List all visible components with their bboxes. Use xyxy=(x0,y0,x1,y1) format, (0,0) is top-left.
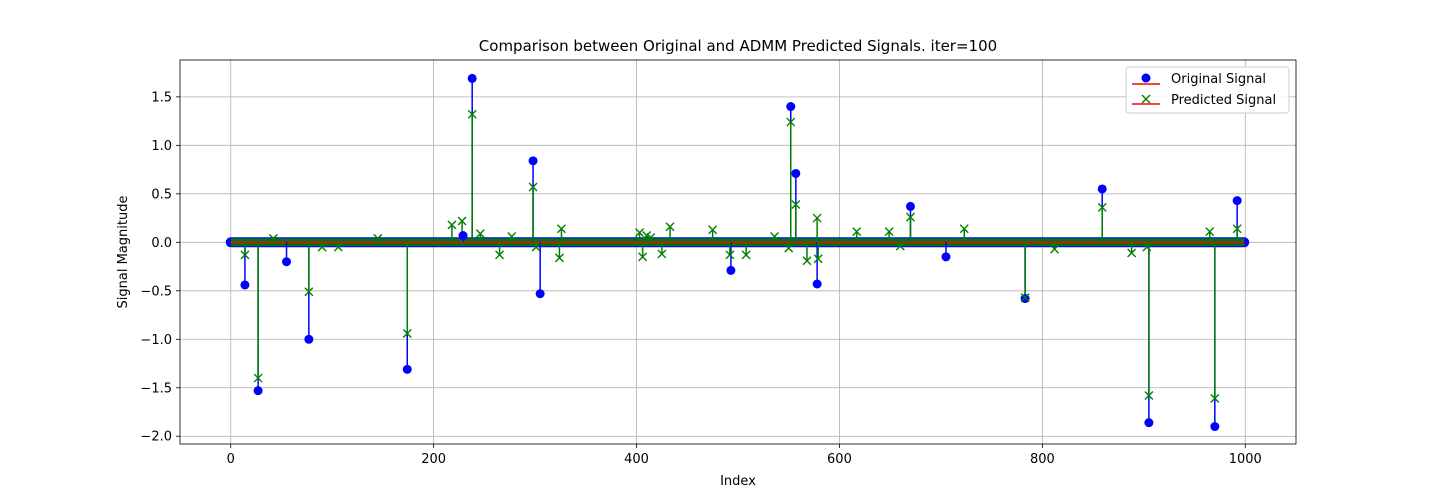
original-point xyxy=(402,364,412,374)
predicted-point xyxy=(556,224,566,234)
x-axis-label: Index xyxy=(720,474,756,489)
predicted-point xyxy=(784,243,794,253)
original-point xyxy=(458,231,468,241)
predicted-point xyxy=(791,199,801,209)
predicted-point xyxy=(852,227,862,237)
legend-original-label: Original Signal xyxy=(1171,72,1266,87)
x-tick-label: 600 xyxy=(827,452,852,467)
predicted-point xyxy=(304,287,314,297)
predicted-point xyxy=(402,328,412,338)
y-axis-ticks: 1.5 1.0 0.5 0.0 −0.5 −1.0 −1.5 −2.0 xyxy=(140,90,180,445)
x-tick-label: 0 xyxy=(227,452,235,467)
predicted-point xyxy=(959,224,969,234)
x-axis-ticks: 0 200 400 600 800 1000 xyxy=(227,444,1262,467)
original-point xyxy=(1232,196,1242,206)
predicted-point xyxy=(638,252,648,262)
y-axis-label: Signal Magnitude xyxy=(116,196,131,309)
predicted-point xyxy=(905,212,915,222)
legend-predicted-marker xyxy=(1141,94,1151,104)
original-point xyxy=(1097,184,1107,194)
legend-predicted-label: Predicted Signal xyxy=(1171,93,1276,108)
original-point xyxy=(812,279,822,289)
legend-entry-predicted: Predicted Signal xyxy=(1132,93,1276,108)
markers xyxy=(240,73,1242,432)
predicted-point xyxy=(495,250,505,260)
predicted-point xyxy=(447,220,457,230)
predicted-point xyxy=(1127,248,1137,258)
predicted-point xyxy=(1210,393,1220,403)
predicted-point xyxy=(895,241,905,251)
predicted-point xyxy=(802,256,812,266)
original-point xyxy=(253,386,263,396)
y-tick-label: −1.0 xyxy=(140,333,172,348)
original-point xyxy=(535,289,545,299)
predicted-point xyxy=(507,231,517,241)
predicted-point xyxy=(1020,293,1030,303)
original-point xyxy=(1144,418,1154,428)
predicted-point xyxy=(646,232,656,242)
plot-frame xyxy=(179,59,1297,445)
y-tick-label: −1.5 xyxy=(140,381,172,396)
original-point xyxy=(941,252,951,262)
original-point xyxy=(791,168,801,178)
y-tick-label: 0.5 xyxy=(151,187,172,202)
x-tick-label: 400 xyxy=(624,452,649,467)
predicted-point xyxy=(475,229,485,239)
original-point xyxy=(528,156,538,166)
chart-title: Comparison between Original and ADMM Pre… xyxy=(479,37,997,55)
x-tick-label: 1000 xyxy=(1229,452,1262,467)
predicted-point xyxy=(528,182,538,192)
original-point xyxy=(282,257,292,267)
legend-original-marker xyxy=(1141,73,1151,83)
x-tick-label: 200 xyxy=(421,452,446,467)
y-tick-label: −0.5 xyxy=(140,284,172,299)
legend-entry-original: Original Signal xyxy=(1132,72,1266,87)
predicted-point xyxy=(812,213,822,223)
predicted-point xyxy=(1144,391,1154,401)
predicted-point xyxy=(333,242,343,252)
predicted-point xyxy=(786,117,796,127)
y-tick-label: 1.0 xyxy=(151,139,172,154)
original-point xyxy=(240,280,250,290)
legend-box xyxy=(1125,66,1290,114)
predicted-point xyxy=(741,250,751,260)
original-point xyxy=(467,73,477,83)
predicted-point xyxy=(813,254,823,264)
predicted-point xyxy=(725,250,735,260)
predicted-point xyxy=(657,249,667,259)
predicted-point xyxy=(708,225,718,235)
predicted-point xyxy=(770,231,780,241)
original-point xyxy=(786,102,796,112)
original-point xyxy=(304,334,314,344)
predicted-point xyxy=(1050,244,1060,254)
x-tick-label: 800 xyxy=(1030,452,1055,467)
predicted-point xyxy=(554,253,564,263)
predicted-point xyxy=(665,222,675,232)
legend: Original Signal Predicted Signal xyxy=(1125,66,1290,114)
predicted-point xyxy=(467,109,477,119)
predicted-point xyxy=(884,227,894,237)
predicted-point xyxy=(1097,202,1107,212)
predicted-point xyxy=(635,228,645,238)
original-point xyxy=(1210,422,1220,432)
predicted-point xyxy=(1205,227,1215,237)
predicted-point xyxy=(268,233,278,243)
original-point xyxy=(905,201,915,211)
predicted-point xyxy=(457,216,467,226)
predicted-point xyxy=(531,242,541,252)
y-tick-label: 0.0 xyxy=(151,236,172,251)
y-tick-label: −2.0 xyxy=(140,430,172,445)
predicted-point xyxy=(1232,224,1242,234)
predicted-point xyxy=(1142,242,1152,252)
original-point xyxy=(726,265,736,275)
predicted-point xyxy=(317,242,327,252)
predicted-point xyxy=(240,250,250,260)
predicted-point xyxy=(373,233,383,243)
predicted-point xyxy=(253,373,263,383)
y-tick-label: 1.5 xyxy=(151,90,172,105)
